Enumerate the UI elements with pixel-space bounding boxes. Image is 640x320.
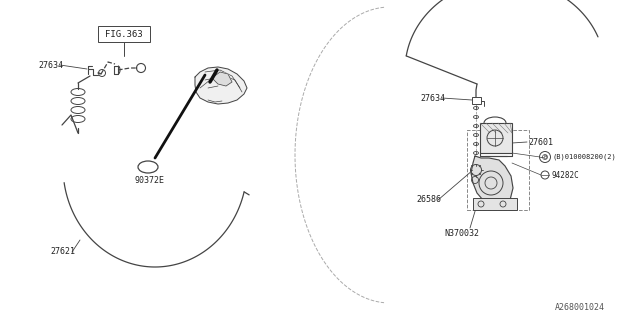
Text: B: B [543, 155, 547, 159]
Text: (B)010008200(2): (B)010008200(2) [552, 154, 616, 160]
Text: 27621: 27621 [50, 247, 75, 257]
Bar [480, 123, 512, 153]
Bar [467, 130, 529, 210]
Polygon shape [212, 72, 232, 86]
Text: FIG.363: FIG.363 [105, 29, 143, 38]
Bar [472, 97, 481, 104]
Text: 94282C: 94282C [551, 171, 579, 180]
Text: 27634: 27634 [38, 60, 63, 69]
Polygon shape [195, 67, 247, 104]
Text: 27601: 27601 [528, 138, 553, 147]
Bar [98, 26, 150, 42]
Text: N370032: N370032 [445, 228, 479, 237]
Text: 90372E: 90372E [134, 175, 164, 185]
Text: A268001024: A268001024 [555, 303, 605, 313]
Text: 27634: 27634 [420, 93, 445, 102]
Text: 26586: 26586 [416, 196, 441, 204]
Bar [473, 198, 517, 210]
Polygon shape [471, 156, 513, 200]
